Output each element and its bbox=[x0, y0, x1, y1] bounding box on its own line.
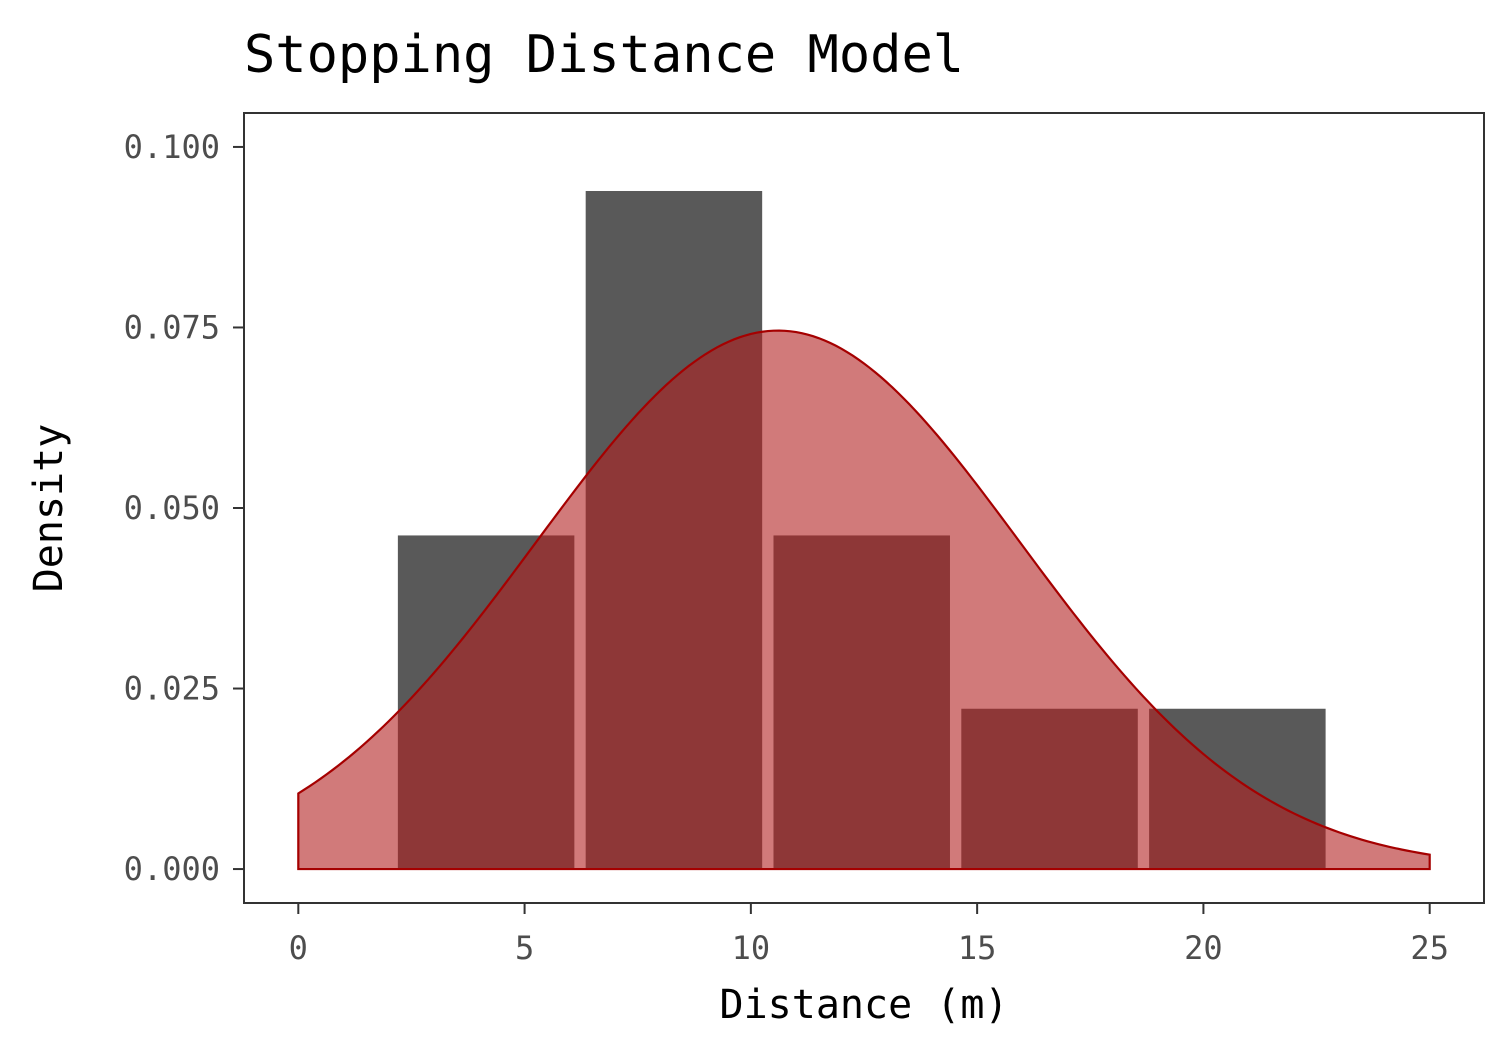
x-tick-label-3: 10 bbox=[732, 929, 771, 967]
x-tick-label-2: 5 bbox=[515, 929, 534, 967]
y-axis: 0.000 0.025 0.050 0.075 0.100 bbox=[124, 128, 244, 888]
y-axis-title: Density bbox=[26, 424, 72, 593]
x-tick-label-1: 0 bbox=[289, 929, 308, 967]
x-tick-label-6: 25 bbox=[1410, 929, 1449, 967]
y-tick-label-4: 0.075 bbox=[124, 308, 220, 346]
x-tick-label-5: 20 bbox=[1184, 929, 1223, 967]
x-axis-title: Distance (m) bbox=[720, 982, 1009, 1028]
y-tick-label-3: 0.050 bbox=[124, 489, 220, 527]
x-tick-label-4: 15 bbox=[958, 929, 997, 967]
plot-area bbox=[297, 190, 1431, 871]
y-tick-label-1: 0.000 bbox=[124, 850, 220, 888]
x-axis: 0 5 10 15 20 25 bbox=[289, 903, 1449, 967]
density-curve bbox=[297, 329, 1431, 871]
chart-title: Stopping Distance Model bbox=[244, 25, 964, 85]
y-tick-label-5: 0.100 bbox=[124, 128, 220, 166]
y-tick-label-2: 0.025 bbox=[124, 670, 220, 708]
